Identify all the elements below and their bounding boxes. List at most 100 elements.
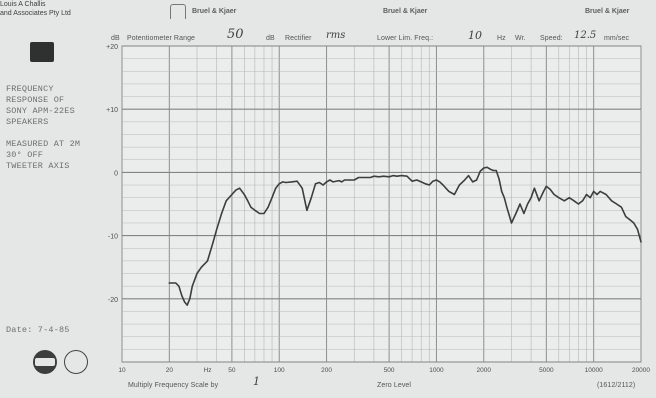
annotation-line: FREQUENCY: [6, 84, 54, 94]
speed-value: 12.5: [574, 30, 597, 41]
chart-series: [168, 166, 642, 306]
annotation-line: SPEAKERS: [6, 117, 49, 127]
data-point: [353, 179, 355, 181]
bk-emblem-icon: [170, 4, 186, 19]
data-point: [306, 209, 308, 211]
data-point: [175, 282, 177, 284]
data-point: [486, 166, 488, 168]
potentiometer-value: 50: [227, 27, 244, 42]
x-tick-label: 50: [228, 367, 236, 374]
data-point: [267, 206, 269, 208]
lower-lim-unit: Hz: [497, 35, 506, 42]
data-point: [542, 190, 545, 192]
data-point: [343, 179, 346, 181]
data-point: [549, 188, 551, 191]
brand-right: Bruel & Kjaer: [585, 8, 630, 15]
data-point: [442, 184, 444, 186]
data-point: [420, 181, 422, 183]
y-tick-label: +10: [106, 107, 118, 114]
data-point: [400, 174, 403, 177]
x-tick-label: 1000: [429, 367, 444, 374]
data-point: [216, 228, 218, 230]
data-point: [589, 197, 591, 199]
data-point: [523, 212, 525, 215]
data-point: [640, 241, 642, 243]
data-point: [530, 197, 532, 199]
data-point: [369, 176, 371, 179]
data-point: [281, 181, 284, 183]
data-point: [186, 304, 188, 306]
data-point: [338, 180, 340, 182]
multiply-label: Multiply Frequency Scale by: [128, 382, 219, 389]
data-point: [296, 180, 298, 182]
data-point: [263, 212, 265, 215]
data-point: [489, 168, 491, 170]
data-point: [275, 187, 277, 189]
data-point: [243, 193, 245, 196]
brand-center: Bruel & Kjaer: [383, 8, 428, 15]
data-point: [388, 176, 390, 178]
x-tick-label: 100: [274, 367, 285, 374]
data-point: [212, 241, 214, 243]
data-point: [475, 179, 478, 181]
data-point: [373, 175, 375, 177]
data-point: [191, 285, 193, 287]
data-point: [479, 170, 481, 172]
data-point: [568, 197, 570, 199]
data-point: [396, 175, 398, 177]
x-tick-label: 20000: [632, 367, 650, 374]
data-point: [406, 175, 408, 177]
data-point: [329, 179, 331, 181]
data-point: [585, 193, 588, 196]
speed-label: Speed:: [540, 35, 563, 42]
rectifier-label: Rectifier: [285, 35, 312, 42]
data-point: [314, 183, 317, 185]
data-point: [258, 212, 261, 215]
zero-level-label: Zero Level: [377, 382, 412, 389]
lower-lim-label: Lower Lim. Freq.:: [377, 35, 434, 42]
data-point: [625, 216, 627, 218]
annotation-line: MEASURED AT 2M: [6, 139, 81, 149]
data-point: [291, 181, 293, 183]
data-point: [573, 200, 575, 202]
data-point: [620, 206, 622, 208]
data-point: [358, 176, 360, 179]
data-point: [596, 193, 598, 196]
x-tick-label: 10000: [585, 367, 603, 374]
data-point: [332, 181, 334, 183]
data-point: [501, 190, 503, 192]
data-point: [285, 181, 287, 184]
potentiometer-unit: dB: [266, 35, 275, 42]
data-point: [605, 193, 607, 196]
data-point: [593, 190, 595, 192]
data-point: [310, 197, 312, 199]
x-tick-label: 20: [166, 367, 174, 374]
data-point: [271, 197, 273, 199]
chart-ticks: +20 +10 0 -10 -20 10 20 50 100 200 500 1000 2000 5000…: [106, 44, 650, 374]
measurement-date: Date: 7-4-85: [6, 325, 70, 335]
data-point: [348, 179, 351, 181]
settings-db-label: dB: [111, 35, 120, 42]
x-tick-label: 10: [118, 367, 126, 374]
data-point: [495, 169, 497, 172]
data-point: [196, 272, 198, 275]
data-point: [411, 180, 413, 182]
data-point: [239, 187, 241, 189]
x-tick-label: 5000: [539, 367, 554, 374]
plot-frame: [121, 45, 642, 363]
data-point: [168, 282, 170, 284]
data-point: [432, 180, 434, 182]
data-point: [458, 184, 461, 186]
annotation-line: 30° OFF: [6, 150, 44, 160]
y-tick-label: -20: [108, 297, 118, 304]
data-point: [553, 193, 555, 196]
data-point: [463, 180, 465, 182]
data-point: [581, 200, 584, 202]
data-point: [563, 200, 565, 202]
data-point: [424, 183, 426, 185]
data-point: [322, 184, 324, 186]
data-point: [378, 176, 380, 178]
lower-lim-value: 10: [468, 29, 482, 42]
x-tick-label: 200: [321, 367, 332, 374]
data-point: [498, 178, 500, 180]
